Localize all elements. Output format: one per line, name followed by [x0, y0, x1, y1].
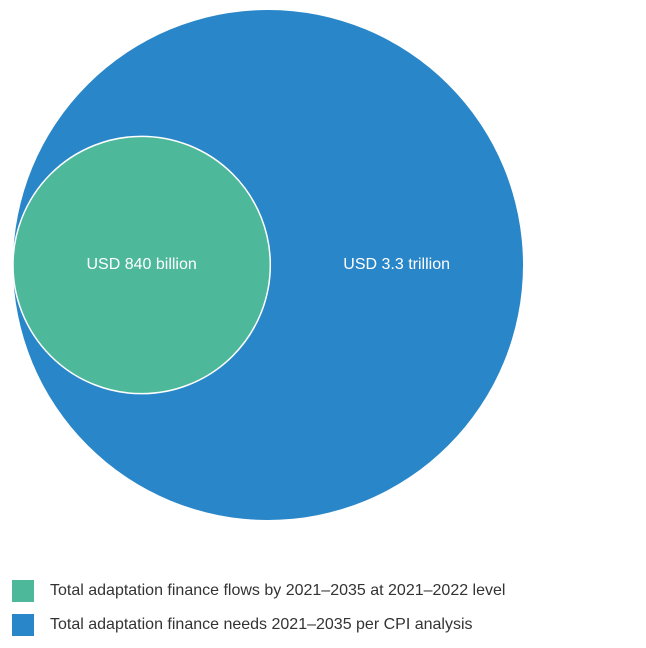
legend-swatch-needs — [12, 614, 34, 636]
legend-item-needs: Total adaptation finance needs 2021–2035… — [12, 614, 642, 636]
legend-label-flows: Total adaptation finance flows by 2021–2… — [50, 582, 506, 599]
bubble-flows — [12, 135, 272, 395]
bubble-chart: USD 840 billion USD 3.3 trillion — [12, 10, 523, 520]
legend-swatch-flows — [12, 580, 34, 602]
bubble-flows-label: USD 840 billion — [87, 256, 197, 273]
legend-item-flows: Total adaptation finance flows by 2021–2… — [12, 580, 642, 602]
bubble-needs-label: USD 3.3 trillion — [343, 256, 450, 273]
legend-label-needs: Total adaptation finance needs 2021–2035… — [50, 616, 473, 633]
legend: Total adaptation finance flows by 2021–2… — [12, 580, 642, 648]
